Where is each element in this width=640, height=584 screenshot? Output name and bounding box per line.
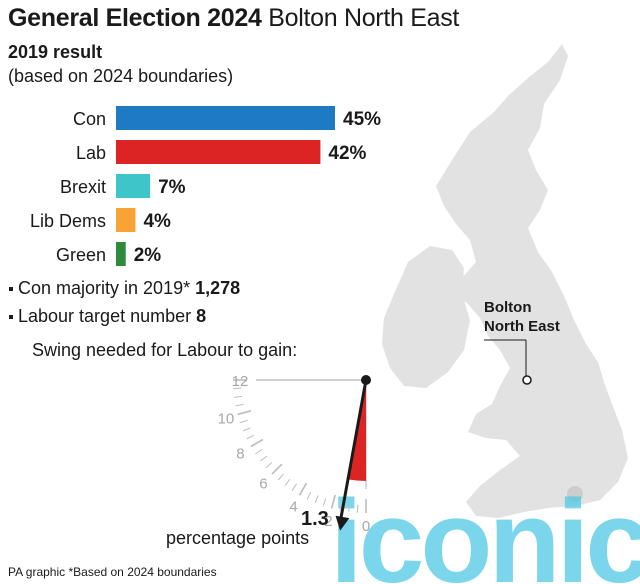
ireland-shape: [382, 246, 470, 388]
bar-category-label: Con: [73, 109, 106, 129]
watermark-text: iconic: [330, 476, 640, 584]
gauge-tick: [339, 502, 343, 511]
gauge-tick: [306, 491, 312, 500]
swing-unit-label: percentage points: [166, 528, 310, 548]
bar-value-label: 42%: [328, 143, 366, 164]
gauge-tick-label: 4: [289, 499, 297, 516]
bar-category-label: Brexit: [60, 177, 106, 197]
gauge-tick-label: 2: [324, 513, 332, 530]
swing-gauge: 12 10 86 4 2 0: [218, 373, 371, 535]
target-fact: Labour target number 8: [8, 306, 207, 327]
map-constituency-label: Bolton North East: [484, 298, 560, 336]
bar: [116, 242, 126, 266]
gauge-tick: [242, 427, 251, 432]
bar-value-label: 2%: [134, 245, 162, 266]
result-note: (based on 2024 boundaries): [8, 66, 234, 86]
gauge-tick: [277, 473, 284, 481]
swing-value-label: 1.3: [301, 508, 329, 530]
gauge-tick: [239, 419, 248, 424]
gauge-tick-label: 0: [362, 518, 370, 535]
bar-chart: Con 45% Lab 42% Brexit 7% Lib Dems 4% Green 2%: [30, 106, 381, 266]
gauge-tick: [246, 434, 255, 440]
gauge-tick: [291, 483, 297, 491]
target-label: Labour target number: [18, 306, 192, 326]
swing-title: Swing needed for Labour to gain:: [32, 340, 298, 360]
uk-map: [382, 44, 628, 518]
target-value: 8: [196, 306, 207, 326]
bar: [116, 174, 151, 198]
majority-fact: Con majority in 2019* 1,278: [8, 278, 241, 299]
map-dot-southeast: [567, 486, 583, 502]
bar-value-label: 4%: [143, 211, 171, 232]
gauge-tick: [322, 498, 327, 507]
gauge-tick: [237, 410, 252, 416]
gauge-tick: [250, 438, 264, 448]
map-label-line1: Bolton: [484, 299, 532, 316]
map-label-line2: North East: [484, 318, 560, 335]
bolton-location-marker: [522, 375, 532, 385]
gauge-tick: [265, 462, 273, 469]
page-title: General Election 2024 Bolton North East: [8, 4, 459, 33]
gauge-tick: [271, 463, 283, 475]
gauge-tick-label: 12: [232, 373, 249, 390]
gauge-tick: [330, 494, 336, 509]
title-bold: General Election 2024: [8, 4, 262, 32]
result-heading: 2019 result: [8, 42, 103, 62]
bar-category-label: Green: [56, 245, 106, 265]
gauge-tick: [260, 455, 268, 462]
gauge-tick-label: 6: [259, 476, 267, 493]
gauge-tick: [314, 495, 319, 504]
bar: [116, 208, 136, 232]
bar: [116, 140, 321, 164]
iconic-watermark: iconic: [330, 476, 640, 584]
gauge-tick: [348, 503, 351, 512]
gauge-tick: [356, 504, 359, 513]
gauge-tick: [233, 387, 242, 390]
bar-category-label: Lab: [76, 143, 106, 163]
gauge-pivot: [361, 375, 371, 385]
gauge-tick: [234, 395, 243, 398]
gauge-needle-arrowhead: [335, 515, 350, 531]
title-place: Bolton North East: [268, 4, 460, 32]
gauge-needle: [338, 379, 368, 524]
majority-value: 1,278: [195, 278, 241, 298]
bar-category-label: Lib Dems: [30, 211, 106, 231]
majority-label: Con majority in 2019*: [18, 278, 191, 298]
gauge-tick: [255, 449, 263, 455]
footer-note: PA graphic *Based on 2024 boundaries: [8, 565, 217, 579]
gauge-tick: [298, 482, 308, 496]
gauge-tick: [235, 403, 244, 407]
bar: [116, 106, 335, 130]
great-britain-shape: [436, 44, 628, 518]
bar-value-label: 7%: [158, 177, 186, 198]
gauge-tick: [284, 478, 291, 486]
gauge-tick-label: 10: [218, 411, 235, 428]
bar-value-label: 45%: [343, 109, 381, 130]
gauge-tick-label: 8: [236, 446, 244, 463]
